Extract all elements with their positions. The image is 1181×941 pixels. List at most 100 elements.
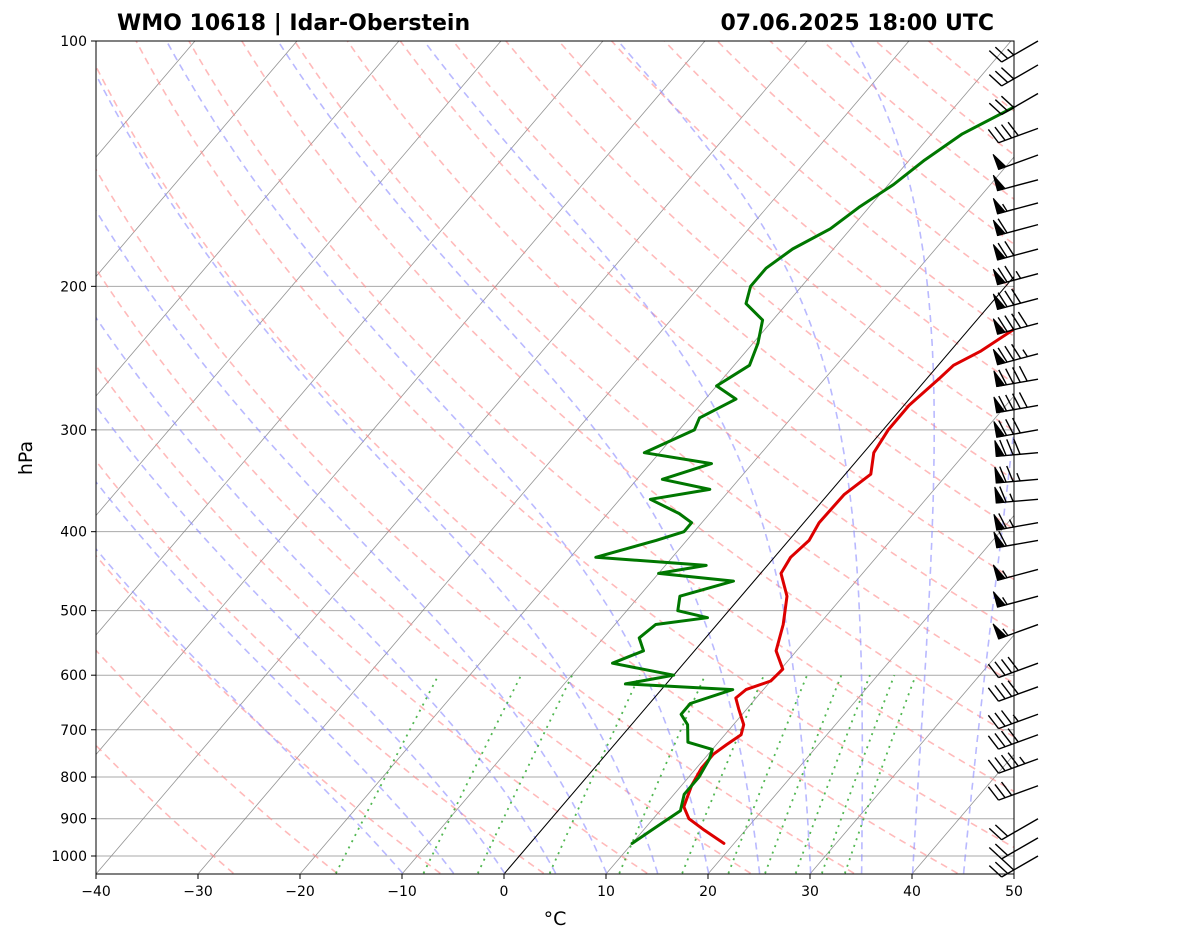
isotherm-line [96, 41, 604, 636]
y-tick-label: 800 [60, 770, 87, 786]
wind-barb [993, 513, 1039, 531]
x-tick-label: 40 [903, 884, 921, 900]
isotherm-line [96, 41, 400, 397]
wind-barb [992, 591, 1039, 608]
x-tick-label: −20 [285, 884, 315, 900]
dry-adiabat [241, 41, 1014, 738]
sounding-profiles [594, 105, 1014, 845]
dry-adiabat [96, 459, 545, 874]
isotherm-line [810, 634, 1014, 874]
isotherm-line [504, 275, 1014, 874]
wind-barb [992, 623, 1039, 640]
isotherm-line [300, 41, 1012, 874]
x-tick-label: 10 [597, 884, 615, 900]
mixing-ratio-line [764, 674, 843, 874]
mixing-ratio-line [794, 674, 871, 874]
isotherm-line [96, 41, 808, 874]
y-tick-label: 300 [60, 423, 87, 439]
moist-adiabat [96, 209, 608, 874]
wind-barb [992, 311, 1039, 335]
wind-barb [988, 64, 1039, 87]
wind-barb [988, 818, 1039, 841]
x-tick-label: 50 [1005, 884, 1023, 900]
dry-adiabat [346, 41, 1014, 632]
wind-barb [992, 153, 1039, 171]
wind-barb [987, 710, 1039, 730]
dry-adiabat [96, 64, 958, 874]
moist-adiabat [96, 73, 659, 874]
x-tick-label: −10 [387, 884, 417, 900]
dry-adiabat [875, 41, 1014, 156]
isotherm-line [606, 395, 1014, 874]
wind-barb [993, 417, 1039, 438]
x-tick-label: 30 [801, 884, 819, 900]
moist-adiabat [96, 547, 404, 874]
isotherm-line [96, 41, 502, 517]
dry-adiabat [452, 41, 1014, 531]
isotherm-line [708, 514, 1014, 874]
wind-barb [988, 855, 1039, 878]
wind-barb [992, 218, 1039, 237]
y-axis-label: hPa [15, 441, 37, 475]
x-tick-label: −30 [183, 884, 213, 900]
moist-adiabat [423, 41, 812, 874]
mixing-ratio-line [335, 674, 440, 874]
moist-adiabat [96, 480, 455, 874]
mixing-ratio-line [548, 674, 641, 874]
dry-adiabat [96, 168, 855, 874]
moist-adiabat [849, 41, 935, 874]
wind-barb [988, 92, 1039, 116]
dry-adiabat [716, 41, 1014, 291]
dry-adiabat [558, 41, 1014, 433]
wind-barb [987, 656, 1039, 679]
mixing-ratio-line [821, 674, 896, 874]
axis-ticks: −40 −30 −20 −10 0 10 20 30 40 50 100 200 300 400 500 60… [51, 34, 1023, 900]
y-tick-label: 500 [60, 604, 87, 620]
wind-barb [992, 240, 1039, 261]
isotherm-line [198, 41, 910, 874]
dry-adiabat [188, 41, 1014, 793]
wind-barb [987, 121, 1039, 144]
isotherm-line [912, 753, 1014, 874]
station-title: WMO 10618 | Idar-Oberstein [117, 11, 470, 36]
wind-barb [987, 752, 1039, 774]
mixing-ratio-line [476, 674, 574, 874]
wind-barb [987, 680, 1039, 702]
dry-adiabat [663, 41, 1014, 338]
mixing-ratio-line [618, 674, 706, 874]
moist-adiabat [277, 41, 761, 874]
zero-degree-isotherm [504, 275, 1014, 874]
wind-barbs [987, 40, 1039, 878]
moist-adiabat [96, 316, 557, 874]
wind-barb [994, 486, 1039, 504]
wind-barb [993, 392, 1039, 414]
y-tick-label: 1000 [51, 849, 87, 865]
dry-adiabat [96, 554, 441, 874]
wind-barb [994, 465, 1039, 484]
mixing-ratio-line [681, 674, 765, 874]
wind-barb [992, 265, 1039, 286]
wind-barb [993, 530, 1039, 549]
isotherm-line [96, 41, 706, 756]
y-tick-label: 400 [60, 525, 87, 541]
y-tick-label: 700 [60, 723, 87, 739]
y-tick-label: 200 [60, 279, 87, 295]
dry-adiabat [96, 364, 648, 874]
dry-adiabat [928, 41, 1014, 112]
isotherm-line [0, 41, 93, 873]
wind-barb [988, 40, 1039, 63]
isotherm-line [1015, 41, 1181, 873]
wind-barb [988, 837, 1039, 860]
dry-adiabat [96, 267, 752, 874]
y-tick-label: 900 [60, 812, 87, 828]
y-tick-label: 100 [60, 34, 87, 50]
y-tick-label: 600 [60, 668, 87, 684]
x-tick-label: 0 [500, 884, 509, 900]
wind-barb [994, 438, 1039, 458]
temperature-profile [682, 327, 1014, 845]
mixing-ratio-line [844, 674, 917, 874]
isotherm-line [96, 41, 298, 278]
x-axis-label: °C [544, 908, 567, 930]
dry-adiabat [399, 41, 1014, 581]
